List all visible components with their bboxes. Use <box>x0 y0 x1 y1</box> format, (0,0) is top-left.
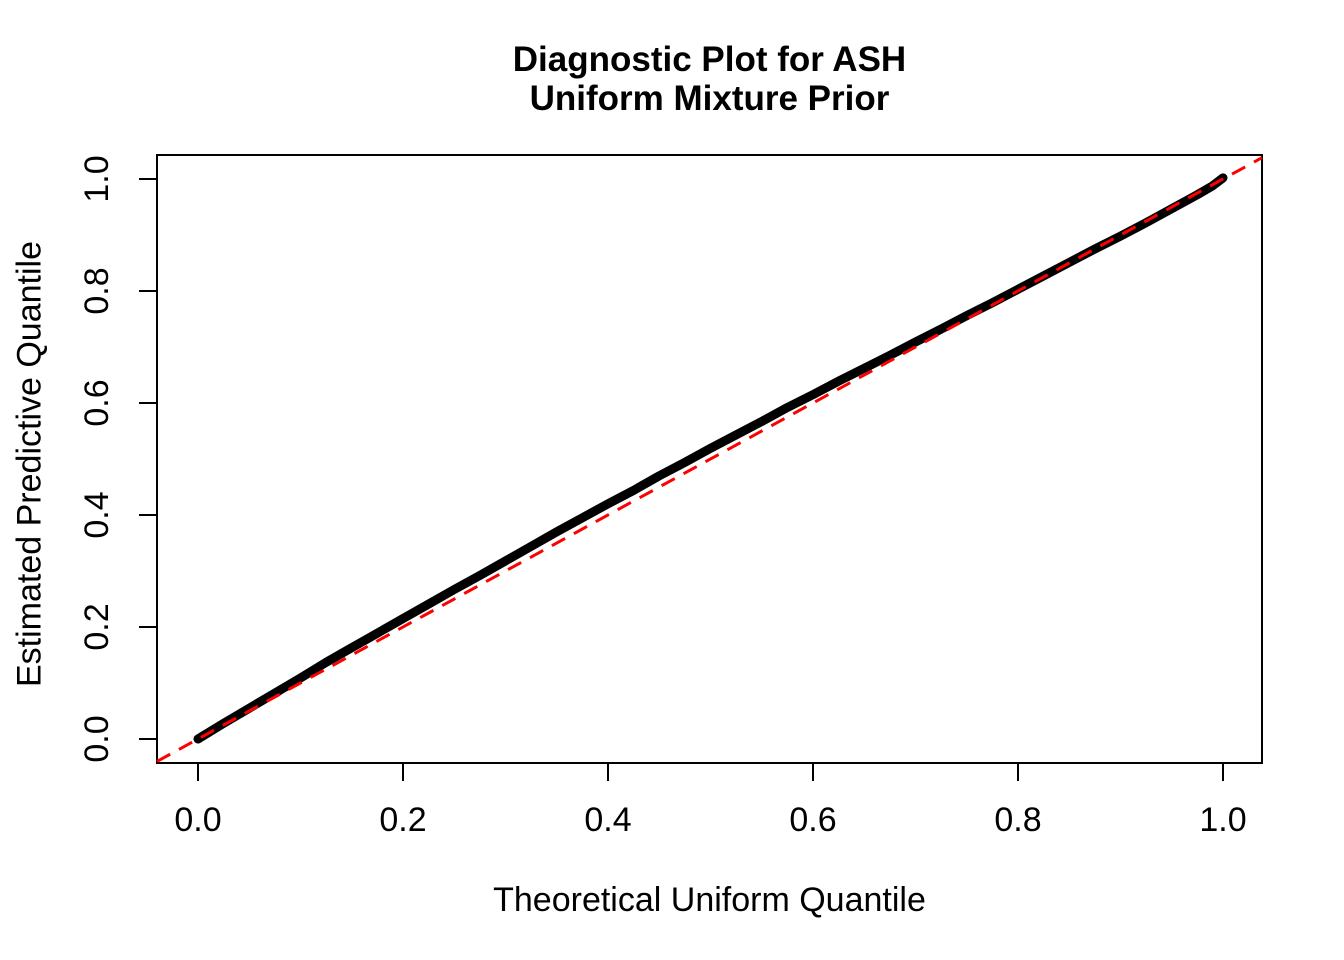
x-axis-tick-label: 0.4 <box>584 801 631 839</box>
reference-diagonal-line <box>156 156 1263 763</box>
chart-title-line-2: Uniform Mixture Prior <box>529 79 890 118</box>
x-axis-tick-label: 0.8 <box>994 801 1041 839</box>
chart-title-line-1: Diagnostic Plot for ASH <box>512 40 907 79</box>
y-axis-tick-label: 0.6 <box>78 379 116 426</box>
x-axis-tick-label: 0.6 <box>789 801 836 839</box>
y-axis-tick-label: 0.8 <box>78 267 116 314</box>
y-axis-tick-label: 1.0 <box>78 155 116 202</box>
chart-title: Diagnostic Plot for ASH Uniform Mixture … <box>157 40 1262 118</box>
y-axis-tick-label: 0.0 <box>78 715 116 762</box>
qq-curve-line <box>193 173 1228 744</box>
x-axis-tick-label: 0.0 <box>174 801 221 839</box>
y-axis-tick-label: 0.2 <box>78 603 116 650</box>
y-axis-tick-label: 0.4 <box>78 491 116 538</box>
x-axis-tick-label: 1.0 <box>1199 801 1246 839</box>
y-axis-title: Estimated Predictive Quantile <box>10 241 49 687</box>
plot-box-border <box>156 154 1263 764</box>
x-axis-title: Theoretical Uniform Quantile <box>493 881 926 919</box>
x-axis-tick-label: 0.2 <box>379 801 426 839</box>
